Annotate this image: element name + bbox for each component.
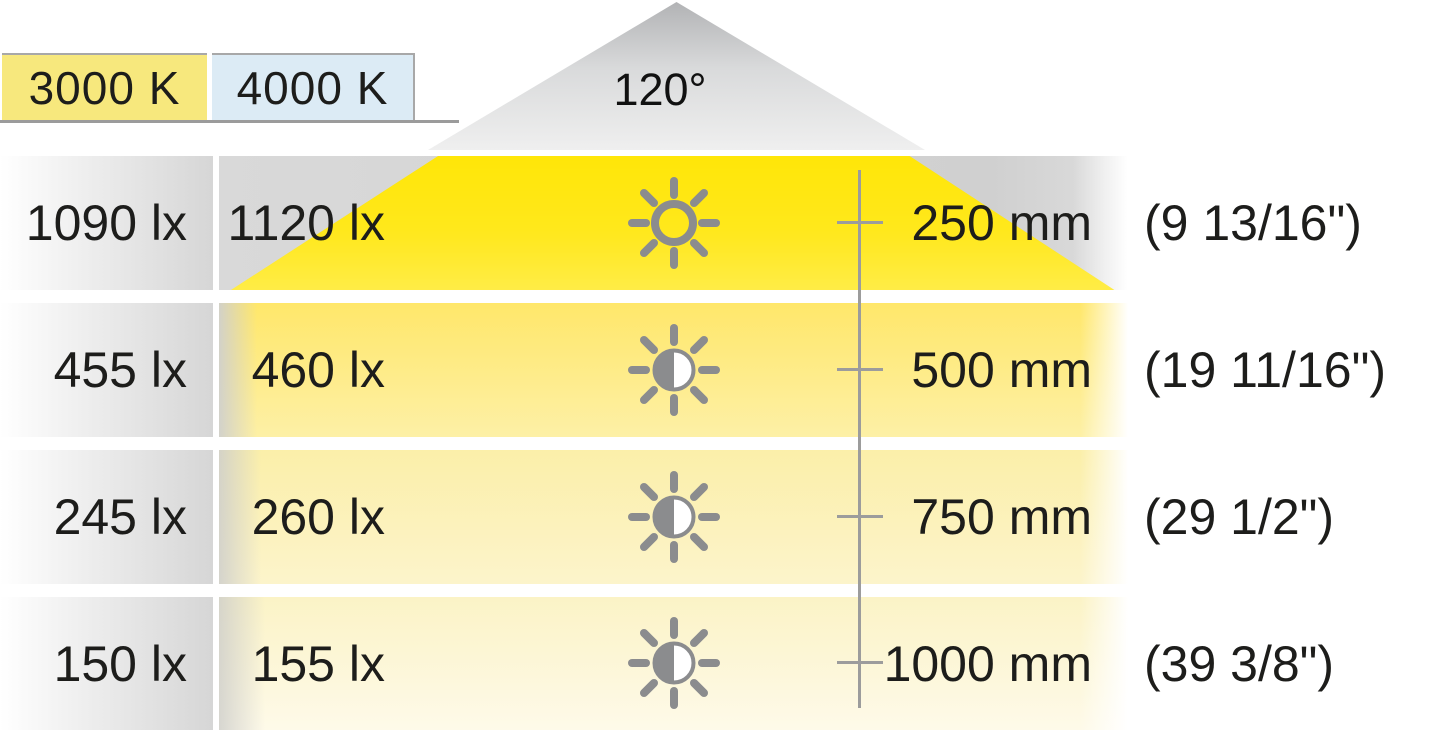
lux-3000k-row3-value: 245 lx <box>53 489 187 545</box>
distance-mm-row1: 250 mm <box>911 195 1092 251</box>
distance-inch-row4: (39 3/8") <box>1144 635 1335 692</box>
legend-3000k: 3000 K <box>2 53 207 120</box>
beam-angle-label: 120° <box>613 64 707 115</box>
legend-underline <box>0 120 459 123</box>
distance-tick-1000mm <box>837 661 883 664</box>
distance-tick-250mm <box>837 221 883 224</box>
legend-3000k-label: 3000 K <box>28 61 181 114</box>
lux-4000k-row4: 155 lx <box>251 635 385 692</box>
distance-mm-row4: 1000 mm <box>883 635 1092 692</box>
lux-3000k-row4-value: 150 lx <box>53 635 187 692</box>
distance-mm-row2: 500 mm <box>911 342 1092 398</box>
distance-measure-line <box>858 170 861 708</box>
lux-4000k-row2: 460 lx <box>251 342 385 398</box>
legend-4000k: 4000 K <box>212 53 415 120</box>
lux-3000k-row1: 1090 lx <box>0 156 213 290</box>
legend-4000k-label: 4000 K <box>236 61 389 114</box>
lux-3000k-row4: 150 lx <box>0 597 213 730</box>
lux-3000k-row3: 245 lx <box>0 450 213 584</box>
distance-tick-750mm <box>837 515 883 518</box>
sun-half-icon <box>628 324 720 416</box>
lux-3000k-row2-value: 455 lx <box>53 342 187 398</box>
lux-3000k-row2: 455 lx <box>0 303 213 437</box>
sun-half-icon <box>628 471 720 563</box>
sun-full-icon <box>628 177 720 269</box>
sun-half-icon <box>628 617 720 709</box>
lux-3000k-row1-value: 1090 lx <box>25 195 187 251</box>
lux-4000k-row3: 260 lx <box>251 489 385 545</box>
distance-inch-row1: (9 13/16") <box>1144 195 1362 251</box>
distance-inch-row3: (29 1/2") <box>1144 489 1335 545</box>
distance-mm-row3: 750 mm <box>911 489 1092 545</box>
distance-inch-row2: (19 11/16") <box>1144 342 1386 398</box>
lux-4000k-row1: 1120 lx <box>227 195 385 251</box>
distance-tick-500mm <box>837 368 883 371</box>
